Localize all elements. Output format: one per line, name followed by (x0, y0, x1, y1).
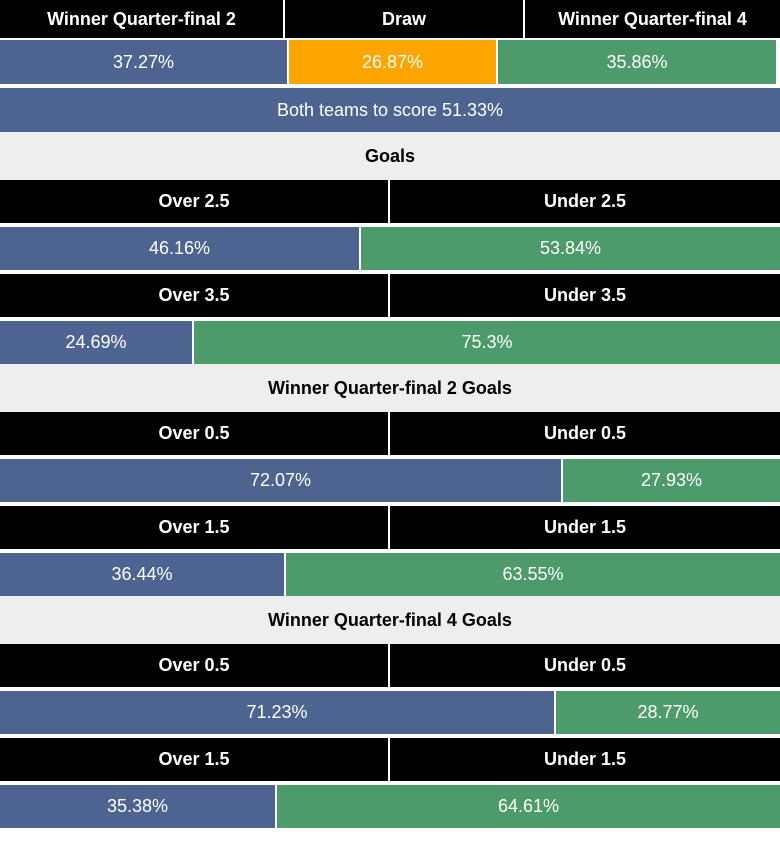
under-header: Under 1.5 (390, 506, 780, 549)
section-title-row: Goals (0, 132, 780, 180)
under-bar: 27.93% (563, 459, 780, 502)
over-header: Over 0.5 (0, 644, 390, 687)
market-bar-row: 35.38% 64.61% (0, 785, 780, 828)
market-header-row: Over 0.5 Under 0.5 (0, 412, 780, 455)
under-bar: 28.77% (556, 691, 780, 734)
result-bar-row: 37.27% 26.87% 35.86% (0, 40, 780, 84)
section-title-row: Winner Quarter-final 4 Goals (0, 596, 780, 644)
over-header: Over 1.5 (0, 738, 390, 781)
over-bar: 46.16% (0, 227, 361, 270)
under-header: Under 2.5 (390, 180, 780, 223)
over-bar: 24.69% (0, 321, 194, 364)
section-title: Winner Quarter-final 2 Goals (0, 364, 780, 412)
under-header: Under 1.5 (390, 738, 780, 781)
result-bar-2: 35.86% (498, 40, 776, 84)
btts-bar: Both teams to score 51.33% (0, 88, 780, 132)
under-bar: 53.84% (361, 227, 780, 270)
under-bar: 64.61% (277, 785, 780, 828)
market-header-row: Over 2.5 Under 2.5 (0, 180, 780, 223)
result-header-2: Winner Quarter-final 4 (525, 0, 780, 38)
market-bar-row: 36.44% 63.55% (0, 553, 780, 596)
section-title: Goals (0, 132, 780, 180)
over-header: Over 2.5 (0, 180, 390, 223)
market-bar-row: 24.69% 75.3% (0, 321, 780, 364)
under-bar: 63.55% (286, 553, 780, 596)
under-header: Under 3.5 (390, 274, 780, 317)
market-header-row: Over 1.5 Under 1.5 (0, 738, 780, 781)
result-header-0: Winner Quarter-final 2 (0, 0, 285, 38)
market-bar-row: 71.23% 28.77% (0, 691, 780, 734)
over-header: Over 3.5 (0, 274, 390, 317)
section-title-row: Winner Quarter-final 2 Goals (0, 364, 780, 412)
over-bar: 72.07% (0, 459, 563, 502)
market-header-row: Over 0.5 Under 0.5 (0, 644, 780, 687)
result-bar-0: 37.27% (0, 40, 289, 84)
under-header: Under 0.5 (390, 412, 780, 455)
under-bar: 75.3% (194, 321, 780, 364)
over-bar: 35.38% (0, 785, 277, 828)
market-header-row: Over 1.5 Under 1.5 (0, 506, 780, 549)
market-bar-row: 46.16% 53.84% (0, 227, 780, 270)
market-header-row: Over 3.5 Under 3.5 (0, 274, 780, 317)
btts-row: Both teams to score 51.33% (0, 88, 780, 132)
over-bar: 36.44% (0, 553, 286, 596)
over-bar: 71.23% (0, 691, 556, 734)
over-header: Over 0.5 (0, 412, 390, 455)
result-bar-1: 26.87% (289, 40, 498, 84)
result-header-1: Draw (285, 0, 525, 38)
market-bar-row: 72.07% 27.93% (0, 459, 780, 502)
section-title: Winner Quarter-final 4 Goals (0, 596, 780, 644)
under-header: Under 0.5 (390, 644, 780, 687)
over-header: Over 1.5 (0, 506, 390, 549)
result-header-row: Winner Quarter-final 2 Draw Winner Quarter… (0, 0, 780, 38)
